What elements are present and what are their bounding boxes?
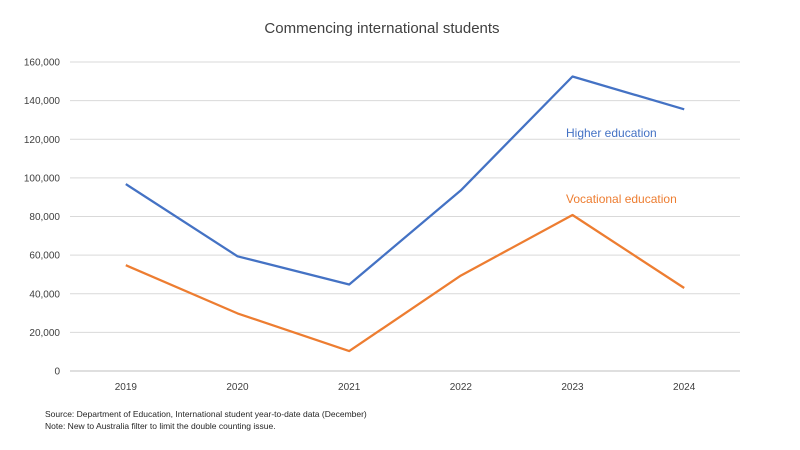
x-tick-label-2019: 2019 <box>115 382 138 393</box>
y-tick-label-4: 80,000 <box>29 212 60 223</box>
series-label-higher-education: Higher education <box>566 126 657 140</box>
x-tick-label-2020: 2020 <box>226 382 249 393</box>
y-tick-label-5: 100,000 <box>24 173 61 184</box>
series-line-vocational-education <box>125 213 685 353</box>
x-tick-label-2021: 2021 <box>338 382 361 393</box>
x-tick-label-2024: 2024 <box>673 382 696 393</box>
series-line-higher-education <box>125 75 685 286</box>
y-tick-label-3: 60,000 <box>29 251 60 262</box>
y-tick-label-1: 20,000 <box>29 328 60 339</box>
y-tick-label-0: 0 <box>54 367 60 378</box>
y-tick-label-2: 40,000 <box>29 289 60 300</box>
x-tick-label-2022: 2022 <box>450 382 473 393</box>
series-label-vocational-education: Vocational education <box>566 192 677 206</box>
y-tick-label-8: 160,000 <box>24 58 61 69</box>
chart-title: Commencing international students <box>264 20 500 37</box>
footnote: Note: New to Australia filter to limit t… <box>45 421 276 431</box>
y-tick-label-6: 120,000 <box>24 135 61 146</box>
source-note: Source: Department of Education, Interna… <box>45 409 367 419</box>
x-tick-label-2023: 2023 <box>561 382 584 393</box>
y-tick-label-7: 140,000 <box>24 96 61 107</box>
